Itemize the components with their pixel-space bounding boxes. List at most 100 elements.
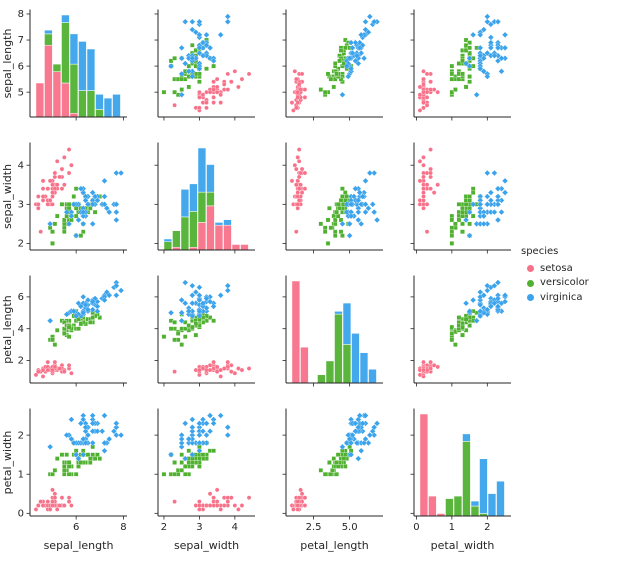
- y-tick-label: 2: [18, 239, 24, 250]
- subplot-petal_length-vs-sepal_width: [154, 275, 255, 387]
- y-tick-label: 5: [18, 87, 24, 98]
- y-axis-label-petal_width: petal_width: [1, 431, 14, 495]
- x-tick-label: 4: [232, 522, 238, 533]
- hist-bar: [462, 441, 471, 517]
- y-tick-label: 1: [18, 469, 24, 480]
- hist-bar: [342, 344, 352, 384]
- hist-bar: [95, 94, 104, 110]
- hist-bar: [470, 500, 480, 507]
- hist-bar: [172, 230, 181, 248]
- y-tick-label: 6: [18, 61, 24, 72]
- y-tick-label: 3: [18, 200, 24, 211]
- hist-bar: [317, 374, 326, 384]
- hist-bar: [487, 493, 497, 517]
- hist-bar: [223, 219, 232, 226]
- versicolor-marker-icon: [527, 279, 534, 287]
- hist-bar: [206, 164, 215, 193]
- hist-bar: [69, 33, 79, 65]
- hist-bar: [197, 147, 207, 193]
- hist-bar: [44, 29, 53, 35]
- y-tick-label: 2: [18, 356, 24, 367]
- hist-bar: [240, 244, 249, 251]
- legend-label: virginica: [540, 291, 583, 303]
- hist-bar: [300, 346, 309, 384]
- hist-bar: [69, 63, 79, 114]
- hist-bar: [428, 495, 437, 517]
- hist-bar: [479, 458, 488, 514]
- hist-bar: [470, 505, 480, 517]
- hist-bar: [61, 22, 70, 84]
- hist-bar: [69, 112, 79, 118]
- subplot-sepal_length-vs-sepal_length: 5 6 7 8: [18, 9, 127, 121]
- hist-bar: [86, 48, 96, 91]
- legend-entry-virginica: virginica: [527, 292, 589, 305]
- x-axis-label-sepal_length: sepal_length: [44, 539, 114, 552]
- hist-bar: [44, 33, 53, 46]
- hist-bar: [419, 413, 429, 517]
- hist-bar: [189, 183, 198, 212]
- hist-bar: [189, 211, 198, 248]
- x-tick-label: 8: [120, 522, 126, 533]
- hist-bar: [351, 333, 360, 384]
- y-axis-label-sepal_length: sepal_length: [1, 29, 14, 99]
- hist-bar: [52, 63, 62, 72]
- subplot-sepal_width-vs-sepal_length: 2 3 4: [18, 142, 127, 254]
- y-tick-label: 7: [18, 35, 24, 46]
- hist-bar: [103, 97, 113, 118]
- y-axis-label-petal_length: petal_length: [1, 295, 14, 363]
- hist-bar: [61, 82, 70, 118]
- x-tick-label: 5.0: [342, 522, 358, 533]
- hist-bar: [445, 498, 454, 517]
- x-tick-label: 3: [196, 522, 202, 533]
- x-axis-label-petal_length: petal_length: [300, 539, 368, 552]
- subplot-sepal_width-vs-sepal_width: [154, 142, 255, 254]
- virginica-marker-icon: [527, 294, 534, 302]
- hist-bar: [206, 205, 215, 251]
- x-tick-label: 0: [413, 522, 419, 533]
- hist-bar: [334, 313, 343, 384]
- hist-bar: [342, 302, 352, 345]
- subplot-sepal_width-vs-petal_length: [282, 142, 383, 254]
- setosa-marker-icon: [527, 265, 534, 273]
- legend-entry-setosa: setosa: [527, 263, 589, 276]
- subplot-petal_length-vs-petal_length: [282, 275, 383, 387]
- hist-bar: [52, 71, 62, 118]
- hist-bar: [95, 109, 104, 118]
- x-tick-label: 2.5: [306, 522, 322, 533]
- subplot-sepal_width-vs-petal_width: [410, 142, 511, 254]
- y-tick-label: 2: [18, 430, 24, 441]
- x-tick-label: 1: [449, 522, 455, 533]
- hist-bar: [223, 224, 232, 251]
- x-tick-label: 6: [73, 522, 79, 533]
- y-tick-label: 8: [18, 9, 24, 20]
- hist-bar: [453, 495, 463, 517]
- hist-bar: [325, 360, 335, 384]
- subplot-sepal_length-vs-petal_width: [410, 9, 511, 121]
- hist-bar: [496, 480, 505, 517]
- legend: species setosa versicolor virginica: [521, 246, 589, 306]
- legend-title: species: [521, 246, 559, 257]
- subplot-petal_width-vs-sepal_width: 2 3 4: [154, 408, 255, 533]
- y-tick-label: 4: [18, 160, 24, 171]
- x-axis-label-sepal_width: sepal_width: [174, 539, 239, 552]
- y-tick-label: 6: [18, 292, 24, 303]
- subplot-sepal_length-vs-sepal_width: [154, 9, 255, 121]
- hist-bar: [180, 216, 190, 251]
- hist-bar: [291, 280, 301, 384]
- subplot-petal_width-vs-sepal_length: 6 8 0 1 2: [18, 408, 127, 533]
- y-tick-label: 0: [18, 509, 24, 520]
- hist-bar: [334, 311, 343, 315]
- hist-bar: [206, 191, 215, 207]
- y-tick-label: 4: [18, 324, 24, 335]
- hist-bar: [112, 94, 121, 118]
- hist-bar: [368, 368, 377, 384]
- subplot-petal_width-vs-petal_length: 2.5 5.0: [282, 408, 383, 533]
- legend-label: setosa: [540, 262, 573, 274]
- hist-bar: [197, 191, 207, 223]
- legend-entry-versicolor: versicolor: [527, 277, 589, 290]
- hist-bar: [214, 224, 224, 251]
- x-tick-label: 2: [161, 522, 167, 533]
- hist-bar: [78, 90, 87, 118]
